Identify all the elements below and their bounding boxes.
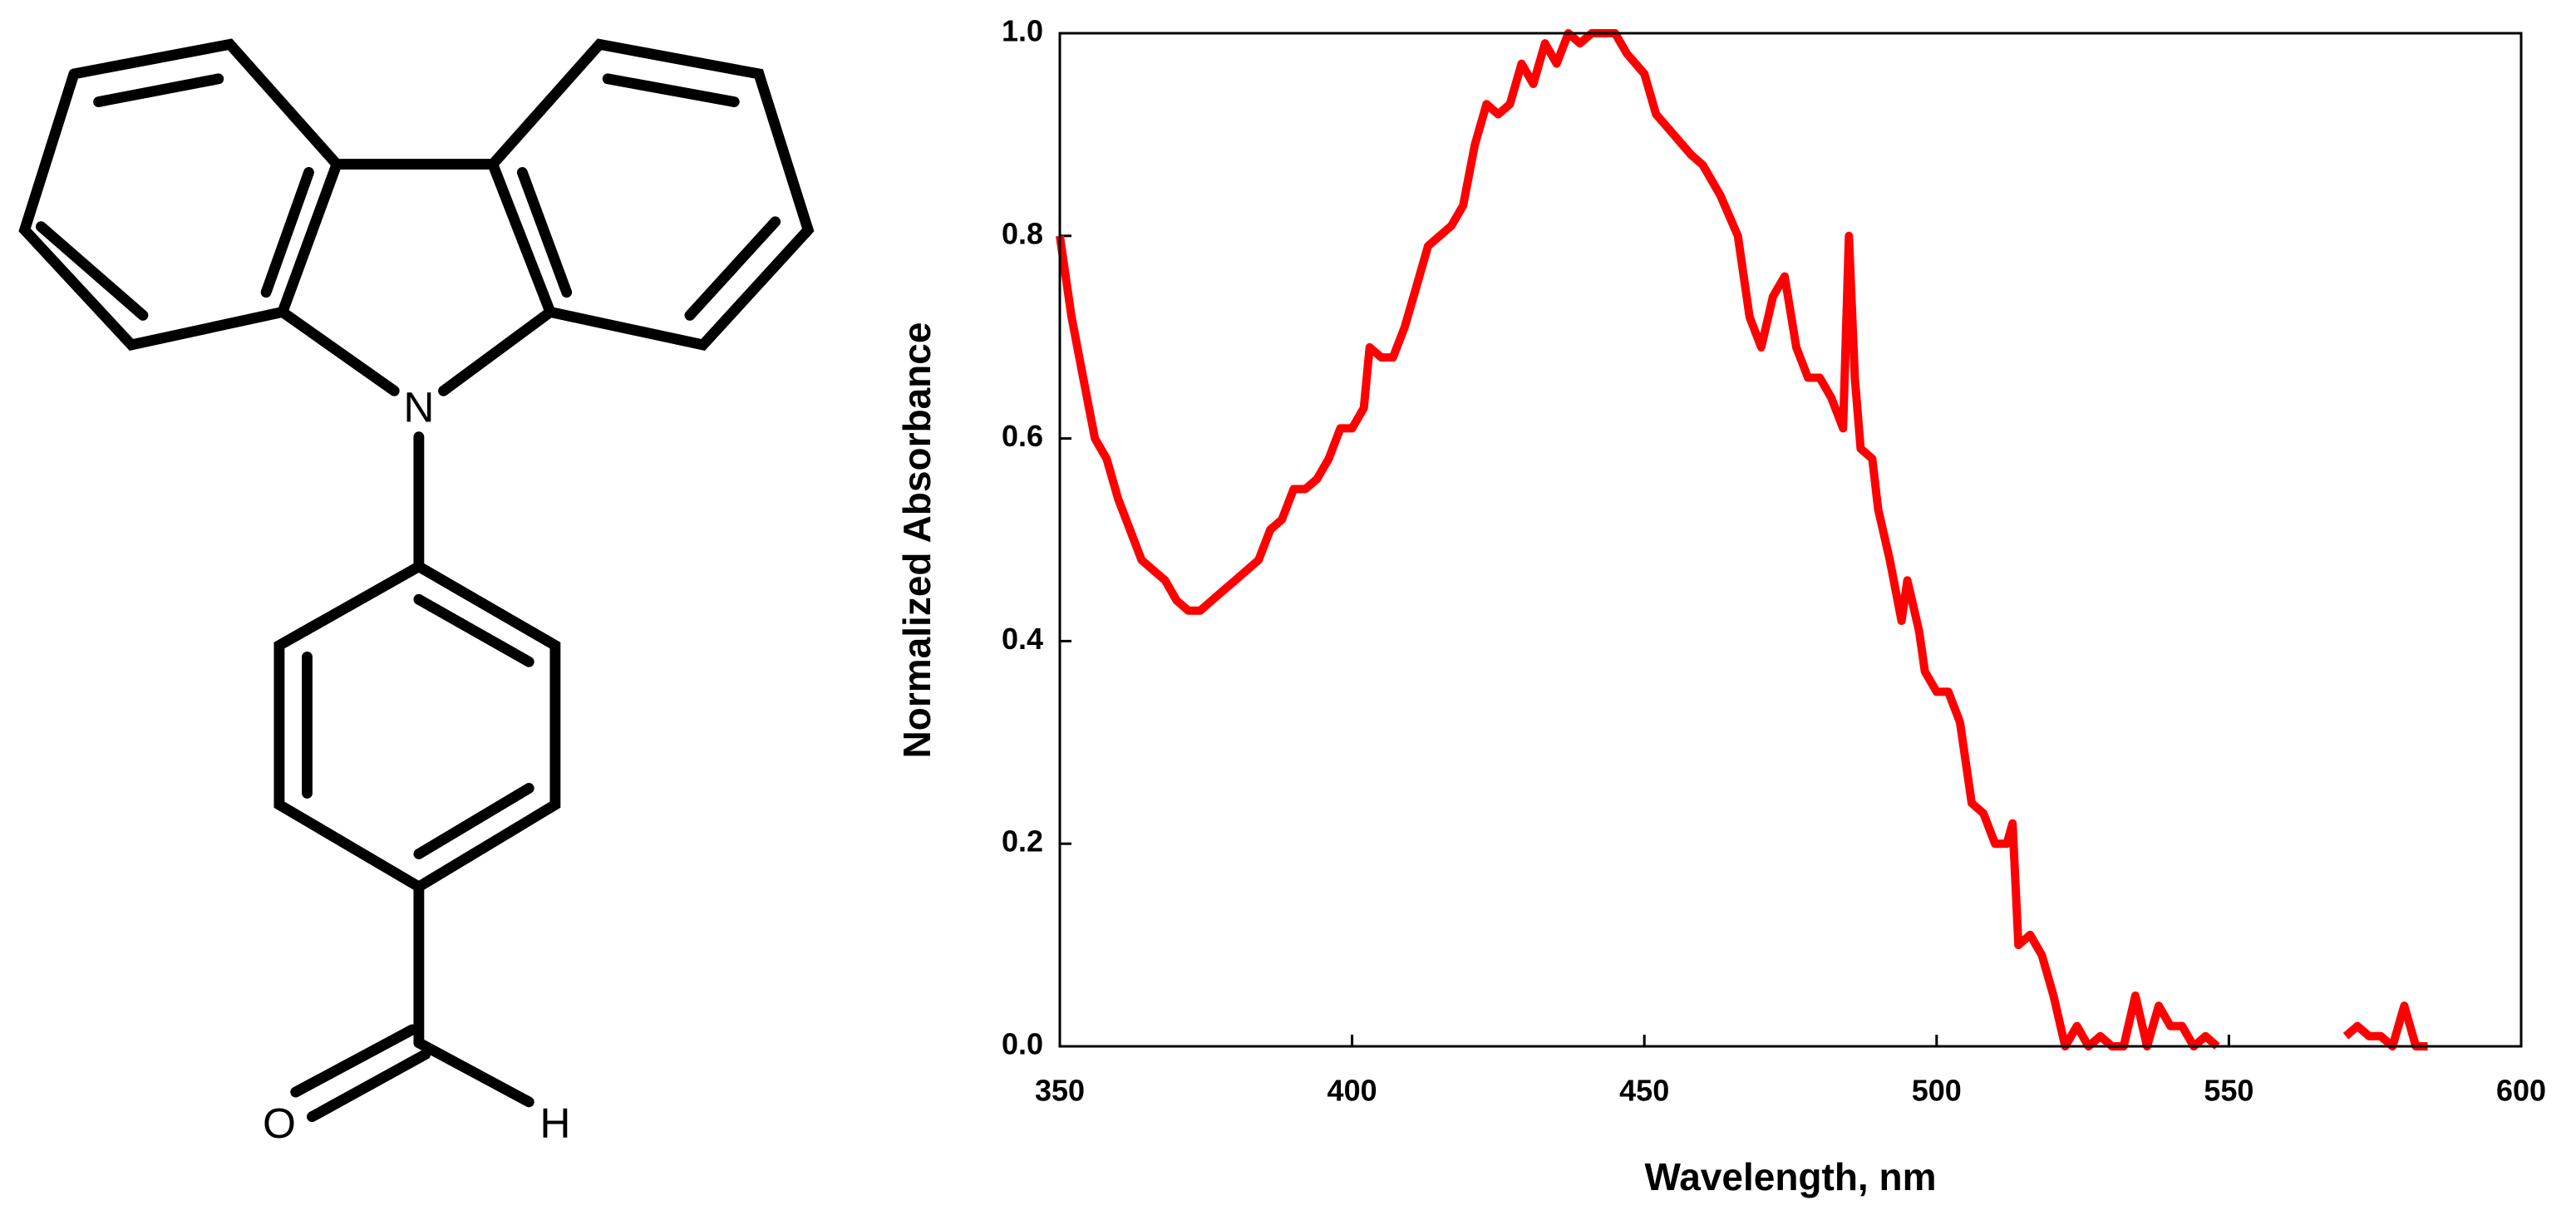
x-tick-label: 450 <box>1619 1074 1669 1108</box>
bonds <box>18 38 815 1123</box>
y-tick-label: 1.0 <box>1002 14 1043 48</box>
x-tick-label: 600 <box>2496 1074 2546 1108</box>
y-axis-title: Normalized Absorbance <box>895 322 938 759</box>
y-tick-label: 0.0 <box>1002 1027 1043 1061</box>
molecule: N O H <box>18 38 815 1147</box>
x-tick-label: 350 <box>1035 1074 1085 1108</box>
x-tick-label: 500 <box>1912 1074 1962 1108</box>
atom-label: H <box>539 1099 570 1147</box>
atom-label: N <box>403 383 434 431</box>
y-tick-label: 0.4 <box>1002 622 1043 656</box>
y-tick-label: 0.2 <box>1002 824 1043 859</box>
x-tick-label: 550 <box>2204 1074 2253 1108</box>
x-tick-label: 400 <box>1327 1074 1377 1108</box>
data-line <box>1056 29 2428 1050</box>
atom-label: O <box>263 1099 296 1147</box>
x-axis-title: Wavelength, nm <box>1645 1155 1937 1198</box>
plot-frame <box>1058 32 2523 1048</box>
y-tick-label: 0.6 <box>1002 419 1043 453</box>
y-tick-label: 0.8 <box>1002 216 1043 250</box>
